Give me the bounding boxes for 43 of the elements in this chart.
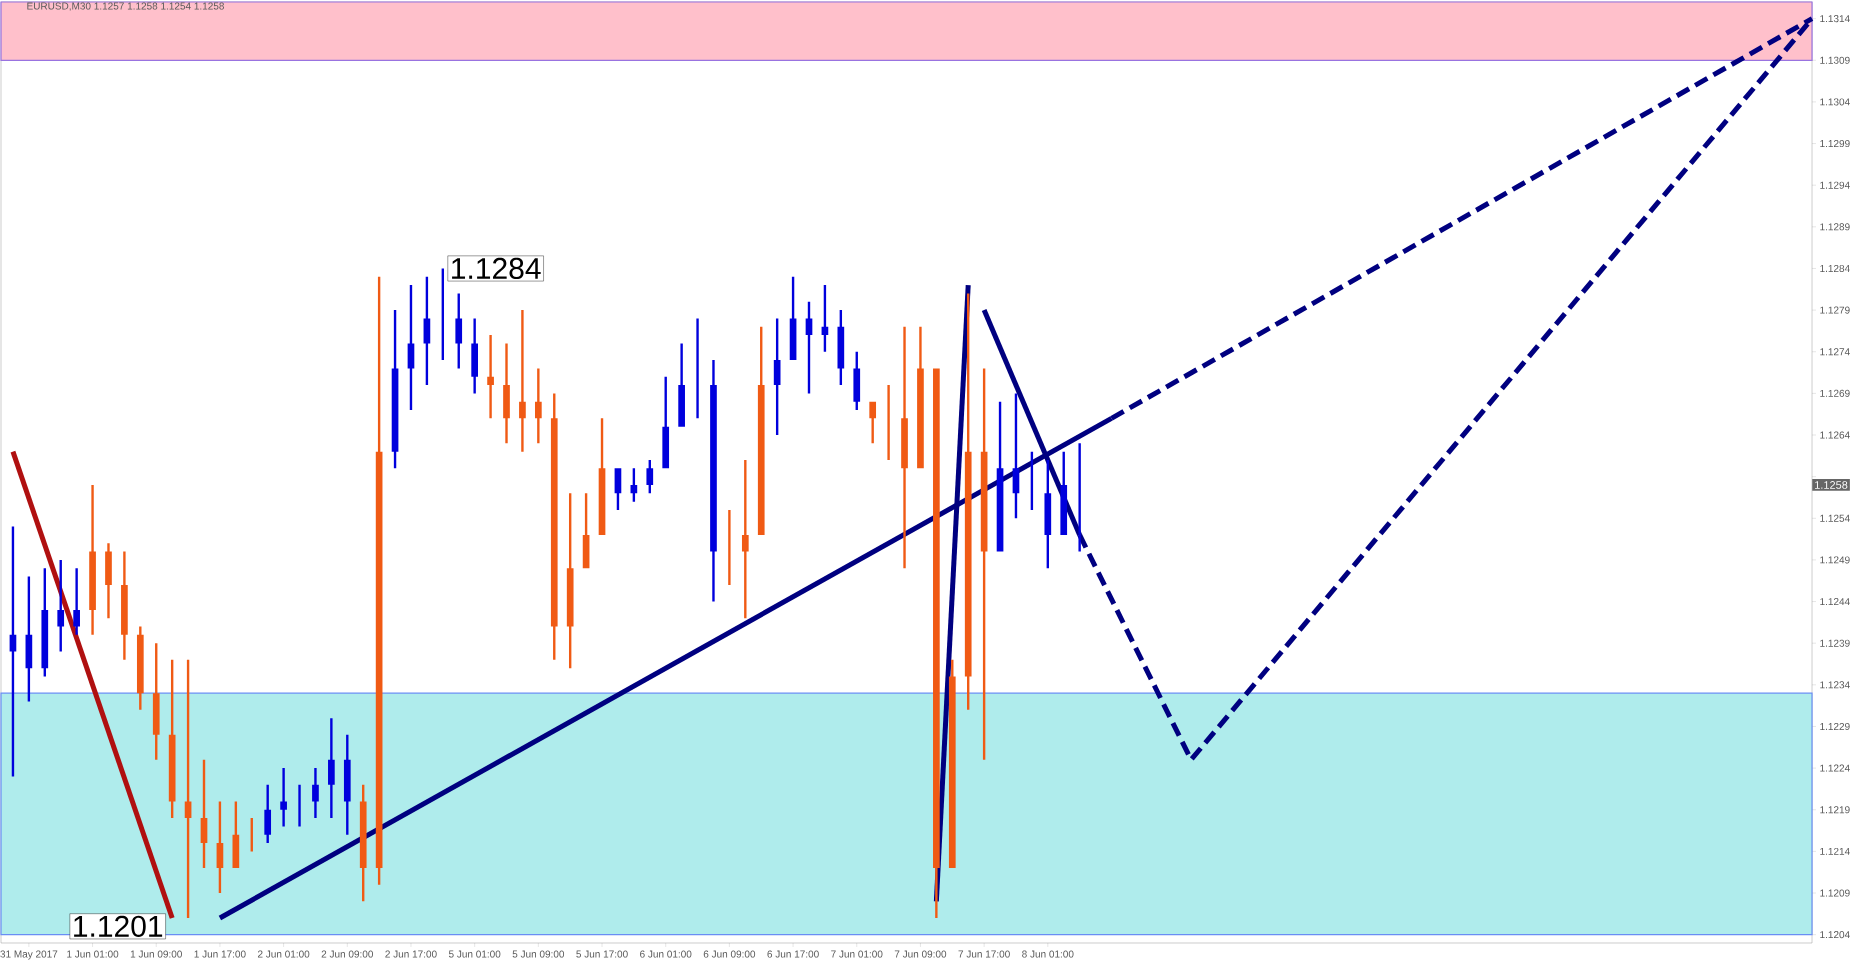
x-tick-label: 5 Jun 17:00: [576, 950, 628, 958]
x-tick-label: 2 Jun 17:00: [385, 950, 437, 958]
y-tick-label: 1.1309: [1820, 56, 1850, 64]
y-tick-label: 1.1294: [1820, 181, 1850, 189]
x-tick-label: 2 Jun 09:00: [321, 950, 374, 958]
y-tick-label: 1.1304: [1820, 98, 1850, 106]
x-tick-label: 7 Jun 17:00: [958, 950, 1010, 958]
annotation: 1.1201: [74, 915, 163, 937]
y-tick-label: 1.1274: [1820, 348, 1850, 356]
x-tick-label: 2 Jun 01:00: [257, 950, 310, 958]
x-tick-label: 6 Jun 09:00: [703, 950, 756, 958]
y-tick-label: 1.1219: [1820, 806, 1850, 814]
y-tick-label: 1.1264: [1820, 431, 1850, 439]
x-tick-label: 31 May 2017: [0, 950, 58, 960]
y-tick-label: 1.1229: [1820, 722, 1850, 731]
x-tick-label: 7 Jun 09:00: [894, 950, 947, 958]
x-tick-label: 1 Jun 09:00: [130, 950, 182, 958]
y-tick-label: 1.1214: [1820, 847, 1850, 855]
x-tick-label: 5 Jun 01:00: [448, 950, 501, 958]
x-tick-label: 6 Jun 01:00: [640, 950, 692, 958]
y-tick-label: 1.1244: [1820, 598, 1850, 606]
y-tick-label: 1.1204: [1820, 931, 1850, 939]
y-tick-label: 1.1254: [1820, 514, 1850, 522]
text: 1.1258: [1815, 481, 1848, 489]
y-tick-label: 1.1314: [1820, 15, 1850, 23]
y-tick-label: 1.1249: [1820, 556, 1850, 564]
y-tick-label: 1.1224: [1820, 764, 1850, 772]
x-tick-label: 7 Jun 01:00: [831, 950, 883, 958]
y-tick-label: 1.1234: [1820, 681, 1850, 689]
y-tick-label: 1.1209: [1820, 889, 1850, 897]
x-tick-label: 1 Jun 17:00: [194, 950, 246, 958]
x-tick-label: 5 Jun 09:00: [512, 950, 565, 958]
y-tick-label: 1.1279: [1820, 306, 1850, 314]
y-tick-label: 1.1289: [1820, 223, 1850, 231]
y-tick-label: 1.1239: [1820, 639, 1850, 647]
y-tick-label: 1.1284: [1820, 264, 1850, 272]
annotation: 1.1284: [452, 257, 541, 280]
y-tick-label: 1.1269: [1820, 389, 1850, 397]
chart-title: EURUSD,M30 1.1257 1.1258 1.1254 1.1258: [27, 2, 224, 11]
y-tick-label: 1.1299: [1820, 140, 1850, 148]
x-tick-label: 1 Jun 01:00: [67, 950, 119, 958]
x-tick-label: 8 Jun 01:00: [1022, 950, 1074, 958]
x-tick-label: 6 Jun 17:00: [767, 950, 819, 958]
